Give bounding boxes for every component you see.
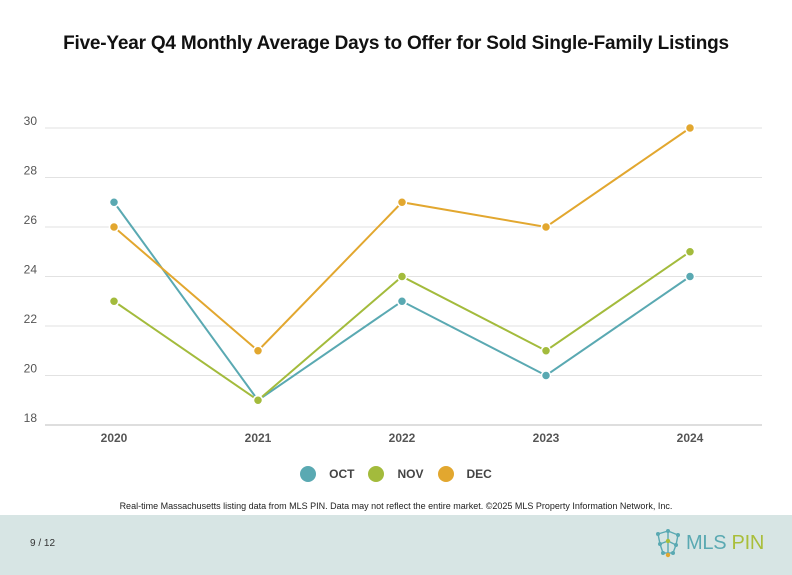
- footnote: Real-time Massachusetts listing data fro…: [119, 501, 673, 511]
- y-tick-label: 26: [24, 213, 38, 227]
- legend-item-dec: DEC: [437, 466, 492, 482]
- logo-text: MLS PIN: [686, 531, 764, 554]
- x-tick-label: 2022: [389, 431, 416, 445]
- y-tick-label: 20: [24, 362, 38, 376]
- x-tick-label: 2023: [533, 431, 560, 445]
- legend-item-nov: NOV: [368, 466, 424, 482]
- x-tick-label: 2021: [245, 431, 272, 445]
- legend-label: NOV: [397, 467, 424, 481]
- legend-label: OCT: [329, 467, 355, 481]
- series-line-dec: [113, 127, 691, 353]
- y-tick-label: 22: [24, 312, 38, 326]
- y-tick-label: 24: [24, 263, 38, 277]
- legend-item-oct: OCT: [300, 466, 354, 482]
- network-icon: [656, 529, 681, 558]
- data-point-nov: [252, 395, 264, 406]
- chart-legend: OCT NOV DEC: [0, 466, 792, 482]
- y-tick-label: 28: [24, 164, 38, 178]
- x-tick-label: 2024: [677, 431, 704, 445]
- page-number: 9 / 12: [30, 538, 56, 549]
- data-point-dec: [684, 122, 696, 134]
- legend-swatch: [300, 466, 317, 482]
- data-point-oct: [684, 271, 696, 282]
- legend-label: DEC: [466, 467, 492, 481]
- footer-bar: 9 / 12 MLS PIN: [0, 515, 792, 575]
- data-point-oct: [108, 197, 120, 208]
- data-point-dec: [252, 345, 264, 356]
- y-tick-label: 18: [24, 411, 38, 425]
- data-point-nov: [108, 296, 120, 307]
- mls-pin-logo: MLS PIN: [654, 528, 764, 558]
- data-point-dec: [108, 221, 120, 233]
- data-point-nov: [396, 271, 408, 282]
- x-tick-label: 2020: [101, 431, 128, 445]
- data-point-oct: [540, 370, 552, 381]
- data-point-dec: [540, 221, 552, 233]
- legend-swatch: [437, 466, 454, 482]
- data-point-oct: [396, 296, 408, 307]
- y-tick-label: 30: [24, 114, 38, 128]
- chart-title: Five-Year Q4 Monthly Average Days to Off…: [63, 33, 729, 54]
- data-point-dec: [396, 197, 408, 208]
- data-point-nov: [540, 345, 552, 356]
- legend-swatch: [368, 466, 385, 482]
- data-point-nov: [684, 246, 696, 257]
